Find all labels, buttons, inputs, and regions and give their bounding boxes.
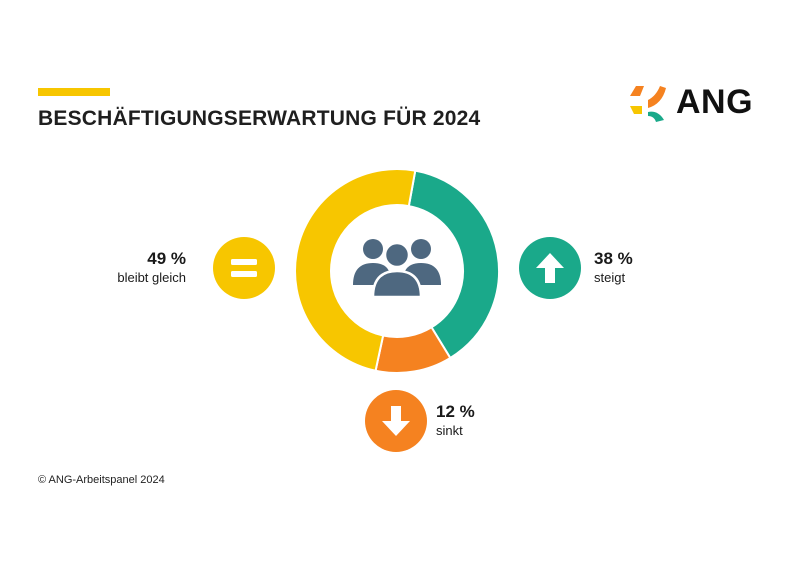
title-accent-bar [38,88,110,96]
caption-steigt: steigt [594,270,626,285]
caption-bleibt-gleich: bleibt gleich [117,270,186,285]
pct-sinkt: 12 % [436,402,475,421]
ang-logo-mark [630,86,666,122]
equals-icon [231,259,257,277]
pct-steigt: 38 % [594,249,633,268]
logo-text: ANG [676,83,754,121]
arrow-up-icon [536,253,564,283]
pct-bleibt-gleich: 49 % [147,249,186,268]
footer-copyright: © ANG-Arbeitspanel 2024 [38,474,165,486]
donut-slice-steigt [407,169,500,360]
caption-sinkt: sinkt [436,423,463,438]
label-sinkt: 12 % sinkt [436,402,516,439]
ang-logo: ANG [626,80,776,124]
page-title: BESCHÄFTIGUNGSERWARTUNG FÜR 2024 [38,107,481,130]
arrow-up-badge [519,237,581,299]
arrow-down-badge [365,390,427,452]
arrow-down-icon [382,406,410,436]
donut-slice-bleibt-gleich [294,168,417,372]
label-bleibt-gleich: 49 % bleibt gleich [90,249,186,286]
label-steigt: 38 % steigt [594,249,674,286]
equals-badge [213,237,275,299]
people-group-icon [353,239,441,299]
